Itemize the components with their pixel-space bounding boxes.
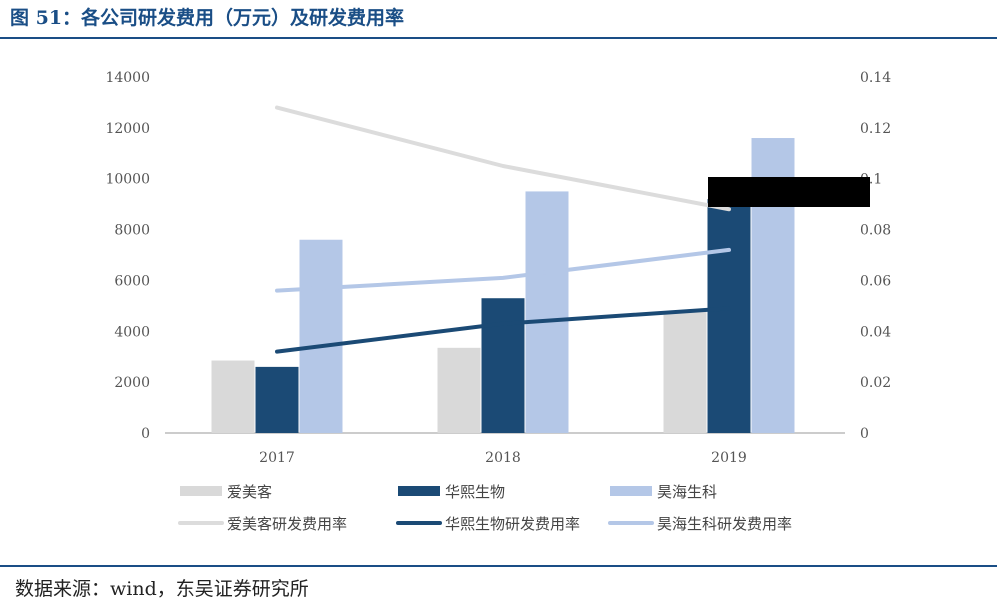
x-tick-label: 2018	[485, 450, 521, 466]
y-tick-label: 14000	[105, 70, 150, 86]
y-tick-label: 8000	[114, 223, 150, 239]
legend-label: 昊海生科	[657, 483, 717, 501]
x-tick-label: 2017	[259, 450, 295, 466]
legend-label: 华熙生物研发费用率	[445, 515, 580, 533]
y2-tick-label: 0.08	[860, 223, 891, 239]
legend-label: 华熙生物	[445, 483, 505, 501]
x-tick-label: 2019	[711, 450, 747, 466]
bar-0-1	[437, 347, 481, 433]
y-tick-label: 12000	[105, 121, 150, 137]
line-series-1	[275, 306, 731, 354]
bars-group	[211, 138, 795, 433]
redaction-box	[708, 177, 870, 207]
y2-tick-label: 0.12	[860, 121, 891, 137]
top-divider	[0, 37, 997, 39]
legend-label: 爱美客研发费用率	[227, 515, 347, 533]
x-axis: 2017 2018 2019	[259, 450, 747, 466]
y-tick-label: 6000	[114, 273, 150, 289]
legend-swatch-bar	[398, 486, 440, 496]
legend-swatch-bar	[610, 486, 652, 496]
y2-tick-label: 0.02	[860, 375, 891, 391]
y-tick-label: 10000	[105, 172, 150, 188]
y-axis-left: 0 2000 4000 6000 8000 10000 12000 14000	[105, 70, 150, 442]
y-axis-right: 00.020.040.060.080.10.120.14	[860, 70, 891, 442]
bar-0-2	[663, 310, 707, 433]
lines-group	[275, 105, 731, 354]
bar-1-0	[255, 366, 299, 433]
legend-label: 爱美客	[227, 483, 272, 501]
y2-tick-label: 0.14	[860, 70, 891, 86]
line-series-2	[275, 247, 731, 293]
bar-2-0	[299, 239, 343, 433]
y-tick-label: 4000	[114, 324, 150, 340]
bar-1-1	[481, 298, 525, 433]
y-tick-label: 0	[141, 426, 150, 442]
legend-label: 昊海生科研发费用率	[657, 515, 792, 533]
y2-tick-label: 0.06	[860, 273, 891, 289]
source-note: 数据来源：wind，东吴证券研究所	[15, 578, 309, 600]
bar-1-2	[707, 199, 751, 433]
y2-tick-label: 0.04	[860, 324, 891, 340]
chart-canvas: 0 2000 4000 6000 8000 10000 12000 14000 0 0.02 0.…	[105, 70, 891, 533]
y-tick-label: 2000	[114, 375, 150, 391]
bar-0-0	[211, 360, 255, 433]
bottom-divider	[0, 565, 997, 567]
y2-tick-label: 0	[860, 426, 869, 442]
chart-title: 图 51：各公司研发费用（万元）及研发费用率	[10, 7, 405, 29]
bar-2-1	[525, 191, 569, 433]
line-series-0	[275, 105, 731, 212]
legend-swatch-bar	[180, 486, 222, 496]
